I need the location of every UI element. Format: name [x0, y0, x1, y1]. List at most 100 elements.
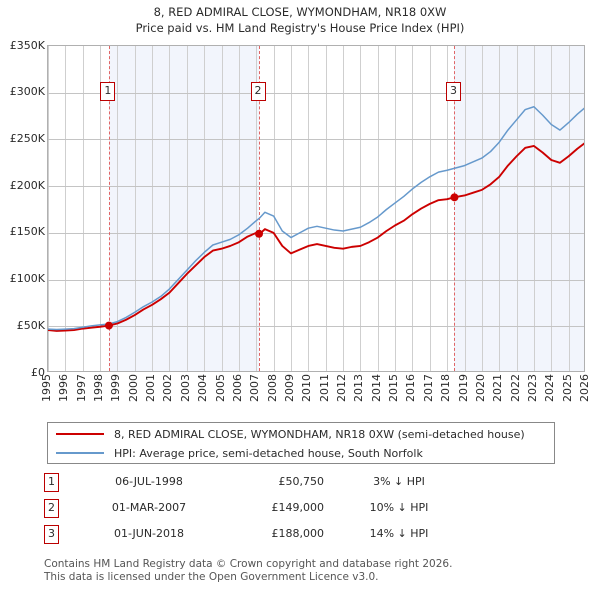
transaction-date: 01-JUN-2018 — [113, 527, 185, 540]
gridline-vertical — [464, 46, 466, 371]
x-axis-tick-label: 2008 — [265, 374, 279, 402]
gridline-vertical — [395, 46, 397, 371]
gridline-vertical — [134, 46, 136, 371]
gridline-vertical — [343, 46, 345, 371]
gridline-vertical — [100, 46, 102, 371]
x-axis-tick-label: 2014 — [369, 374, 383, 402]
gridline-vertical — [152, 46, 154, 371]
event-line-1 — [108, 46, 110, 371]
gridline-vertical — [273, 46, 275, 371]
transaction-hpi-delta: 14% ↓ HPI — [369, 527, 429, 540]
x-axis-tick-label: 2002 — [161, 374, 175, 402]
chart-legend: 8, RED ADMIRAL CLOSE, WYMONDHAM, NR18 0X… — [47, 422, 555, 464]
transactions-table: 1 06-JUL-1998 £50,750 3% ↓ HPI 2 01-MAR-… — [44, 472, 464, 550]
gridline-vertical — [169, 46, 171, 371]
gridline-vertical — [186, 46, 188, 371]
x-axis-tick-label: 2011 — [317, 374, 331, 402]
table-row: 2 01-MAR-2007 £149,000 10% ↓ HPI — [44, 498, 464, 524]
x-axis-tick-label: 1998 — [92, 374, 106, 402]
x-axis-tick-label: 2003 — [178, 374, 192, 402]
legend-swatch-hpi — [56, 452, 104, 454]
event-marker-badge-2[interactable]: 2 — [250, 82, 266, 102]
x-axis-tick-label: 2001 — [144, 374, 158, 402]
page-title: 8, RED ADMIRAL CLOSE, WYMONDHAM, NR18 0X… — [0, 4, 600, 36]
x-axis-tick-label: 2017 — [421, 374, 435, 402]
gridline-vertical — [308, 46, 310, 371]
x-axis-tick-label: 2025 — [560, 374, 574, 402]
y-axis: £0 £50K £100K £150K £200K £250K £300K £350K — [0, 40, 45, 378]
gridline-vertical — [568, 46, 570, 371]
x-axis-tick-label: 2012 — [335, 374, 349, 402]
y-axis-tick-label: £300K — [9, 85, 45, 99]
x-axis-tick-label: 2016 — [404, 374, 418, 402]
x-axis-tick-label: 2018 — [439, 374, 453, 402]
chart-plot-area — [47, 45, 585, 372]
x-axis-tick-label: 2010 — [300, 374, 314, 402]
gridline-vertical — [65, 46, 67, 371]
gridline-vertical — [290, 46, 292, 371]
transaction-index-badge: 2 — [44, 499, 59, 518]
x-axis-tick-label: 1999 — [109, 374, 123, 402]
x-axis-tick-label: 2005 — [213, 374, 227, 402]
event-marker-badge-3[interactable]: 3 — [445, 82, 461, 102]
gridline-horizontal — [48, 232, 584, 234]
footer-attribution: Contains HM Land Registry data © Crown c… — [44, 558, 564, 584]
sale-point-2[interactable] — [255, 229, 264, 238]
transaction-index-badge: 3 — [44, 525, 59, 544]
x-axis-tick-label: 2004 — [196, 374, 210, 402]
footer-line-1: Contains HM Land Registry data © Crown c… — [44, 558, 453, 570]
gridline-vertical — [499, 46, 501, 371]
gridline-vertical — [82, 46, 84, 371]
x-axis-tick-label: 2024 — [543, 374, 557, 402]
transaction-price: £149,000 — [271, 501, 325, 514]
sale-point-1[interactable] — [104, 321, 113, 330]
legend-label-hpi: HPI: Average price, semi-detached house,… — [114, 446, 423, 460]
sale-point-3[interactable] — [450, 193, 459, 202]
x-axis-tick-label: 1996 — [57, 374, 71, 402]
gridline-vertical — [447, 46, 449, 371]
gridline-vertical — [238, 46, 240, 371]
y-axis-tick-label: £100K — [9, 272, 45, 286]
legend-label-property: 8, RED ADMIRAL CLOSE, WYMONDHAM, NR18 0X… — [114, 427, 525, 441]
x-axis-tick-label: 2015 — [387, 374, 401, 402]
y-axis-tick-label: £250K — [9, 131, 45, 145]
x-axis-tick-label: 2007 — [248, 374, 262, 402]
series-line-hpi — [48, 105, 584, 331]
gridline-vertical — [412, 46, 414, 371]
x-axis-tick-label: 2021 — [491, 374, 505, 402]
event-line-2 — [259, 46, 261, 371]
title-line-1: 8, RED ADMIRAL CLOSE, WYMONDHAM, NR18 0X… — [153, 5, 447, 19]
gridline-vertical — [481, 46, 483, 371]
gridline-vertical — [117, 46, 119, 371]
gridline-horizontal — [48, 92, 584, 94]
event-marker-badge-1[interactable]: 1 — [100, 82, 116, 102]
x-axis-tick-label: 2023 — [525, 374, 539, 402]
event-line-3 — [454, 46, 456, 371]
y-axis-tick-label: £150K — [9, 225, 45, 239]
transaction-price: £188,000 — [271, 527, 325, 540]
transaction-date: 01-MAR-2007 — [111, 501, 187, 514]
x-axis-tick-label: 1995 — [40, 374, 53, 402]
legend-item-hpi: HPI: Average price, semi-detached house,… — [48, 443, 423, 463]
transaction-price: £50,750 — [278, 475, 325, 488]
y-axis-tick-label: £200K — [9, 178, 45, 192]
gridline-vertical — [551, 46, 553, 371]
chart-series-svg — [48, 105, 584, 332]
gridline-horizontal — [48, 279, 584, 281]
footer-line-2: This data is licensed under the Open Gov… — [44, 571, 379, 583]
x-axis-tick-label: 1997 — [74, 374, 88, 402]
y-axis-tick-label: £50K — [16, 318, 45, 332]
gridline-vertical — [533, 46, 535, 371]
transaction-hpi-delta: 10% ↓ HPI — [369, 501, 429, 514]
legend-swatch-property — [56, 433, 104, 435]
ownership-band-1 — [108, 46, 260, 371]
table-row: 3 01-JUN-2018 £188,000 14% ↓ HPI — [44, 524, 464, 550]
transaction-index-badge: 1 — [44, 473, 59, 492]
y-axis-tick-label: £350K — [9, 38, 45, 52]
x-axis-tick-label: 2013 — [352, 374, 366, 402]
transaction-hpi-delta: 3% ↓ HPI — [373, 475, 425, 488]
x-axis-tick-label: 2006 — [230, 374, 244, 402]
gridline-vertical — [377, 46, 379, 371]
ownership-band-2 — [454, 46, 584, 371]
gridline-vertical — [360, 46, 362, 371]
